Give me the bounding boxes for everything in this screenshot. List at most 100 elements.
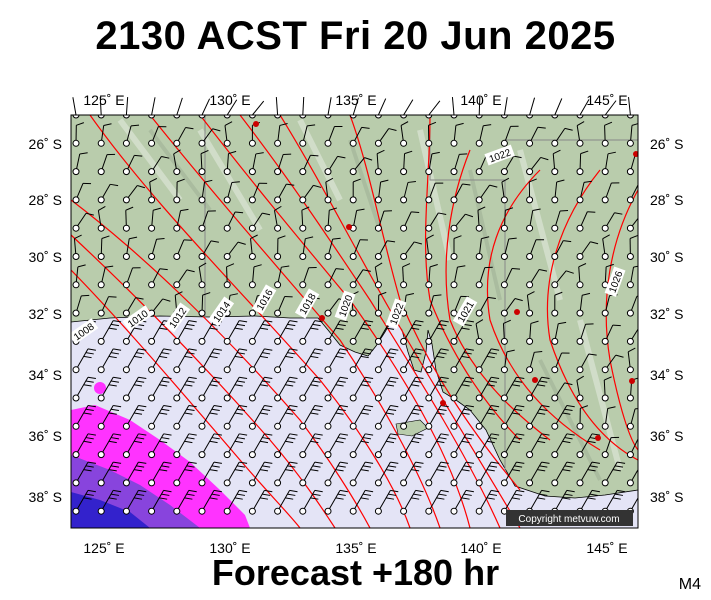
station-circle: [374, 253, 382, 260]
wind-barb-feather: [289, 405, 298, 408]
station-circle: [72, 479, 80, 487]
wind-barb-feather: [108, 497, 117, 500]
station-circle: [551, 394, 559, 402]
wind-barb-feather: [405, 293, 415, 296]
station-circle: [299, 507, 307, 515]
wind-barb-feather: [452, 94, 459, 97]
station-circle: [173, 422, 181, 430]
station-circle: [526, 196, 534, 204]
station-circle: [526, 451, 534, 459]
lon-tick-label: 145˚ E: [586, 92, 627, 108]
wind-barb-feather: [491, 376, 500, 379]
wind-barb-feather: [413, 323, 422, 327]
station-circle: [148, 196, 156, 204]
station-circle: [551, 196, 559, 204]
wind-barb-feather: [436, 412, 445, 415]
wind-barb-feather: [105, 265, 114, 268]
station-circle: [72, 253, 80, 260]
wind-barb-feather: [440, 433, 449, 436]
model-code: M4: [678, 576, 701, 593]
station-circle: [274, 139, 282, 147]
wind-barb-feather: [325, 177, 334, 183]
wind-barb-feather: [415, 489, 424, 493]
station-circle: [198, 309, 206, 317]
wind-barb-feather: [413, 465, 422, 468]
wind-barb-feather: [376, 149, 385, 155]
wind-barb-feather: [411, 211, 420, 213]
station-circle: [576, 281, 584, 289]
station-circle: [551, 422, 559, 430]
station-circle: [400, 451, 408, 459]
station-circle: [72, 309, 80, 317]
station-circle: [349, 394, 357, 402]
wind-barb-feather: [642, 462, 650, 463]
wind-barb-feather: [159, 268, 168, 271]
wind-barb-feather: [129, 236, 138, 240]
wind-barb-feather: [360, 469, 369, 472]
wind-barb-feather: [287, 437, 296, 440]
wind-barb-feather: [362, 352, 372, 355]
wind-barb-feather: [113, 489, 122, 493]
wind-barb-feather: [465, 489, 474, 493]
lat-tick-label: 32˚ S: [650, 306, 683, 322]
station-circle: [274, 366, 282, 374]
station-circle: [626, 196, 634, 204]
station-circle: [349, 115, 357, 119]
station-circle: [601, 139, 609, 147]
station-circle: [198, 281, 206, 289]
wind-barb-feather: [438, 323, 447, 327]
station-circle: [223, 196, 231, 204]
station-circle: [122, 394, 130, 402]
wind-barb-feather: [236, 323, 246, 327]
wind-barb-feather: [556, 179, 565, 183]
station-circle: [374, 309, 382, 317]
station-circle: [500, 224, 508, 232]
station-circle: [500, 309, 508, 317]
wind-barb-feather: [335, 384, 344, 387]
wind-barb-feather: [462, 183, 471, 186]
wind-barb-feather: [108, 327, 117, 330]
station-circle: [551, 451, 559, 459]
wind-barb-feather: [287, 465, 296, 468]
wind-barb-feather: [411, 469, 420, 472]
station-circle: [626, 224, 634, 232]
wind-barb-feather: [136, 437, 145, 440]
wind-barb-feather: [211, 352, 220, 355]
wind-barb-feather: [312, 408, 321, 412]
wind-barb-feather: [360, 497, 369, 500]
wind-barb-feather: [488, 437, 498, 440]
wind-barb-feather: [631, 123, 638, 126]
wind-barb-feather: [264, 405, 273, 408]
wind-barb-feather: [576, 121, 585, 126]
wind-barb-feather: [637, 498, 638, 499]
station-circle: [450, 507, 458, 515]
wind-barb-feather: [411, 440, 420, 444]
wind-barb-feather: [415, 405, 424, 408]
station-circle: [475, 253, 483, 260]
station-circle: [576, 196, 584, 204]
wind-barb-feather: [411, 384, 420, 387]
wind-barb-feather: [108, 469, 117, 472]
wind-barbs: [72, 94, 650, 515]
wind-barb-feather: [507, 96, 515, 98]
wind-barb-feather: [413, 100, 421, 101]
wind-barb-staff: [629, 468, 638, 484]
wind-barb-feather: [486, 440, 495, 444]
wind-barb-feather: [138, 461, 147, 464]
wind-barb-feather: [285, 497, 294, 500]
station-circle: [173, 479, 181, 487]
wind-barb-feather: [537, 126, 546, 129]
wind-barb-feather: [184, 355, 193, 359]
wind-barb-feather: [186, 323, 195, 327]
wind-barb-staff: [252, 100, 265, 116]
wind-barb-feather: [527, 291, 535, 296]
wind-barb-feather: [463, 323, 472, 327]
lat-tick-label: 32˚ S: [29, 306, 62, 322]
wind-barb-feather: [411, 355, 420, 359]
wind-barb-staff: [629, 497, 638, 512]
wind-barb-feather: [213, 376, 222, 379]
wind-barb-feather: [414, 241, 423, 245]
station-circle: [374, 196, 382, 204]
wind-barb-feather: [202, 292, 211, 296]
wind-barb-feather: [239, 433, 248, 436]
